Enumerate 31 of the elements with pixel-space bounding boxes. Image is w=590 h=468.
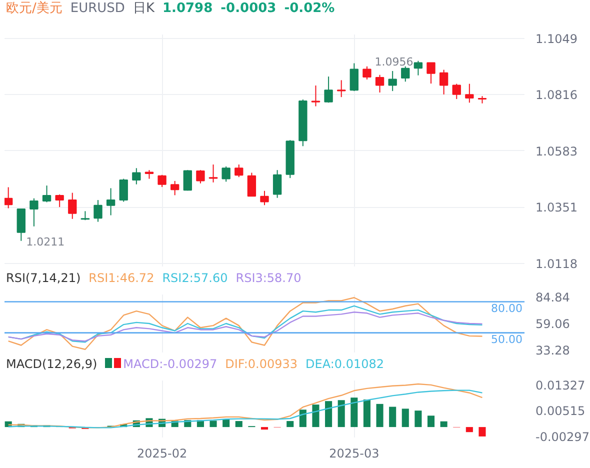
chart-title: 欧元/美元 — [6, 1, 62, 16]
chart-subtitle: EURUSD — [70, 1, 125, 16]
text: DIF:0.00933 — [225, 357, 298, 371]
x-tick-label: 2025-02 — [136, 446, 188, 460]
y-tick-label: 1.0583 — [536, 144, 578, 158]
text: -0.02% — [284, 1, 335, 16]
y-tick-label: 1.1049 — [536, 32, 578, 46]
legend-label: MACD:-0.00297 — [123, 357, 218, 371]
text: -0.0003 — [220, 1, 276, 16]
y-tick-label: 1.0118 — [536, 256, 578, 271]
annotation: 1.0211 — [26, 235, 65, 248]
x-tick-label: 2025-03 — [329, 446, 380, 460]
text: 日K — [132, 1, 154, 16]
ref-line-label: 50.00 — [491, 332, 523, 346]
text: DEA:0.01082 — [306, 357, 384, 371]
y-tick-label: 0.01327 — [536, 378, 586, 393]
y-tick-label: 84.84 — [536, 290, 570, 304]
text: 1.0798 — [162, 1, 213, 16]
text: RSI1:46.72 — [88, 271, 154, 285]
y-tick-label: 0.00515 — [536, 404, 586, 418]
y-tick-label: 1.0816 — [536, 88, 578, 102]
annotation: 1.0956 — [374, 55, 414, 68]
y-tick-label: 59.06 — [536, 316, 570, 331]
chart-title: RSI(7,14,21) — [6, 271, 81, 285]
chart-title: MACD(12,26,9) — [6, 357, 98, 371]
ref-line-label: 80.00 — [491, 302, 523, 315]
y-tick-label: 33.28 — [536, 344, 570, 358]
y-tick-label: -0.00297 — [536, 430, 590, 444]
text: RSI2:57.60 — [162, 271, 228, 285]
y-tick-label: 1.0351 — [536, 200, 578, 215]
text: RSI3:58.70 — [236, 271, 302, 285]
